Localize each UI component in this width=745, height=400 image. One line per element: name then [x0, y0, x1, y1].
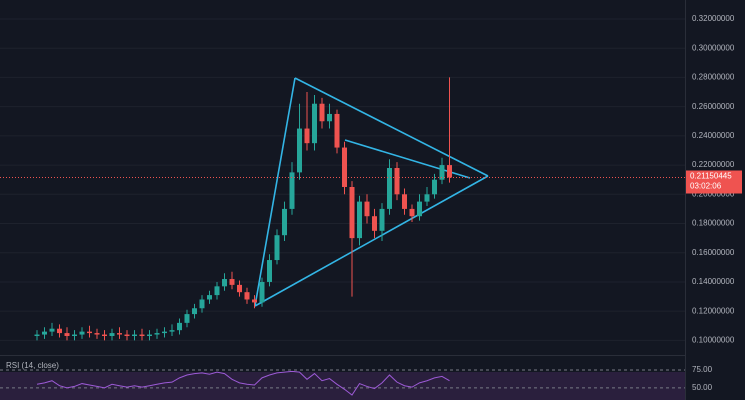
candle-body	[207, 295, 212, 300]
candle-body	[252, 299, 257, 303]
countdown-label: 03:02:06	[690, 182, 722, 191]
candle-body	[177, 322, 182, 331]
candle-body	[379, 208, 385, 231]
y-tick-label: 0.16000000	[692, 248, 735, 257]
y-tick-label: 0.32000000	[692, 14, 735, 23]
y-tick-label: 0.28000000	[692, 73, 735, 82]
candle-body	[49, 328, 55, 332]
candle-body	[124, 334, 130, 337]
candle-body	[132, 334, 137, 337]
candle-body	[169, 330, 175, 332]
candle-body	[147, 334, 152, 337]
candle-body	[229, 279, 235, 285]
trend-line	[254, 175, 489, 307]
y-tick-label: 0.10000000	[692, 336, 735, 345]
candle-body	[79, 331, 85, 335]
candle-body	[432, 179, 437, 195]
rsi-tick-label: 50.00	[692, 383, 713, 392]
trend-line	[294, 77, 489, 177]
rsi-line	[36, 370, 450, 396]
candle-body	[267, 260, 272, 282]
candle-body	[372, 216, 377, 231]
triangle-drawing	[254, 77, 489, 307]
candle-body	[282, 208, 287, 236]
candle-body	[387, 168, 392, 209]
candle-body	[289, 172, 295, 209]
candle-body	[447, 165, 452, 178]
candle-body	[259, 281, 265, 303]
candle-body	[364, 201, 370, 217]
candle-body	[192, 308, 197, 315]
y-tick-label: 0.12000000	[692, 306, 735, 315]
trend-line	[254, 77, 296, 307]
candle-body	[409, 208, 415, 217]
candle-body	[64, 333, 70, 337]
candle-body	[334, 113, 340, 148]
grid	[0, 18, 685, 341]
candle-body	[139, 334, 145, 337]
candle-body	[34, 334, 40, 337]
y-tick-label: 0.20000000	[692, 189, 735, 198]
candle-body	[297, 128, 302, 173]
candle-body	[57, 328, 62, 334]
y-tick-label: 0.14000000	[692, 277, 735, 286]
rsi-band	[0, 372, 685, 400]
candle-body	[244, 292, 250, 300]
candle-body	[342, 147, 347, 187]
candle-body	[349, 186, 355, 239]
candle-body	[94, 333, 100, 335]
candle-body	[222, 279, 227, 287]
candle-body	[214, 286, 220, 296]
candle-body	[117, 333, 122, 335]
candle-body	[42, 331, 47, 335]
rsi-tick-label: 75.00	[692, 365, 713, 374]
y-tick-label: 0.30000000	[692, 43, 735, 52]
candle-body	[327, 113, 332, 122]
y-tick-label: 0.26000000	[692, 102, 735, 111]
candle-body	[184, 314, 190, 323]
candle-body	[417, 201, 422, 217]
y-tick-label: 0.24000000	[692, 131, 735, 140]
candle-body	[312, 103, 317, 144]
y-tick-label: 0.18000000	[692, 219, 735, 228]
candle-body	[357, 201, 362, 239]
rsi-title: RSI (14, close)	[6, 361, 59, 370]
candle-body	[72, 334, 77, 337]
y-tick-label: 0.22000000	[692, 160, 735, 169]
candle-body	[424, 194, 430, 202]
candle-body	[274, 235, 280, 261]
candle-body	[109, 333, 115, 337]
candle-body	[87, 331, 92, 334]
candle-body	[154, 333, 160, 335]
last-price-label: 0.21150445	[690, 172, 732, 181]
candle-body	[394, 168, 400, 195]
candle-body	[237, 284, 242, 293]
candles	[34, 77, 452, 341]
candle-body	[199, 299, 205, 309]
last-price-box	[686, 170, 742, 194]
candle-body	[319, 103, 325, 122]
candle-body	[102, 334, 107, 337]
candle-body	[304, 128, 310, 144]
candle-body	[402, 194, 407, 209]
candle-body	[162, 331, 167, 334]
candle-body	[439, 165, 445, 180]
